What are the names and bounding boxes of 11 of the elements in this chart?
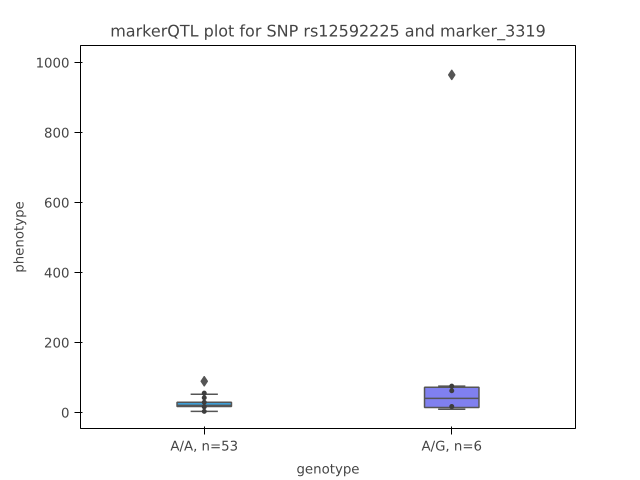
- y-tick-label: 200: [44, 336, 70, 352]
- x-tick-label: A/A, n=53: [170, 440, 238, 454]
- x-axis-title: genotype: [296, 462, 360, 478]
- y-tick-label: 600: [44, 196, 70, 212]
- x-tick-label: A/G, n=6: [422, 440, 482, 454]
- chart-title: markerQTL plot for SNP rs12592225 and marker_3319: [110, 22, 546, 40]
- y-tick-label: 400: [44, 266, 70, 282]
- y-axis-title: phenotype: [12, 201, 28, 273]
- y-tick-label: 0: [61, 406, 70, 422]
- y-tick-label: 1000: [36, 56, 70, 72]
- y-tick-label: 800: [44, 126, 70, 142]
